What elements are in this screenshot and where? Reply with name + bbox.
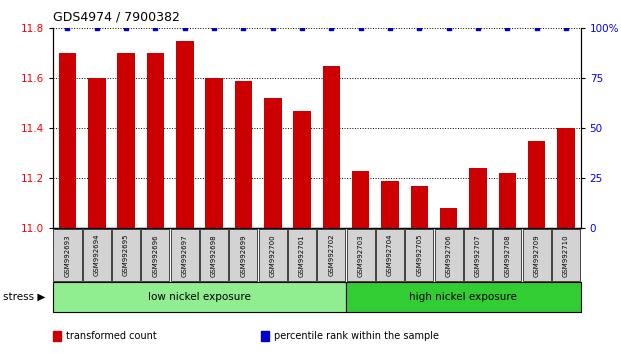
Point bbox=[268, 25, 278, 31]
Point bbox=[180, 25, 190, 31]
Point bbox=[92, 25, 102, 31]
Text: percentile rank within the sample: percentile rank within the sample bbox=[274, 331, 439, 341]
Bar bbox=[83, 229, 111, 281]
Text: GSM992697: GSM992697 bbox=[182, 234, 188, 276]
Point bbox=[385, 25, 395, 31]
Text: transformed count: transformed count bbox=[66, 331, 156, 341]
Bar bbox=[142, 229, 170, 281]
Bar bbox=[58, 53, 76, 228]
Text: GSM992698: GSM992698 bbox=[211, 234, 217, 276]
Point bbox=[327, 25, 337, 31]
Bar bbox=[53, 282, 346, 312]
Text: GSM992699: GSM992699 bbox=[240, 234, 247, 276]
Point bbox=[150, 25, 160, 31]
Point bbox=[238, 25, 248, 31]
Bar bbox=[346, 282, 581, 312]
Bar bbox=[200, 229, 228, 281]
Bar bbox=[288, 229, 316, 281]
Text: GSM992700: GSM992700 bbox=[270, 234, 276, 276]
Text: GSM992705: GSM992705 bbox=[416, 234, 422, 276]
Bar bbox=[206, 78, 223, 228]
Bar bbox=[264, 98, 281, 228]
Point bbox=[121, 25, 131, 31]
Bar bbox=[347, 229, 375, 281]
Text: GSM992693: GSM992693 bbox=[65, 234, 70, 276]
Text: GSM992709: GSM992709 bbox=[533, 234, 540, 276]
Bar bbox=[557, 128, 575, 228]
Point bbox=[473, 25, 483, 31]
Bar bbox=[552, 229, 580, 281]
Bar bbox=[88, 78, 106, 228]
Bar bbox=[493, 229, 522, 281]
Bar bbox=[523, 229, 551, 281]
Bar bbox=[376, 229, 404, 281]
Text: GSM992704: GSM992704 bbox=[387, 234, 393, 276]
Point bbox=[209, 25, 219, 31]
Bar bbox=[435, 229, 463, 281]
Point bbox=[502, 25, 512, 31]
Text: stress ▶: stress ▶ bbox=[3, 292, 45, 302]
Bar bbox=[229, 229, 258, 281]
Text: GDS4974 / 7900382: GDS4974 / 7900382 bbox=[53, 11, 179, 24]
Bar bbox=[381, 181, 399, 228]
Bar bbox=[317, 229, 345, 281]
Bar bbox=[469, 168, 487, 228]
Point bbox=[356, 25, 366, 31]
Bar bbox=[147, 53, 164, 228]
Bar bbox=[499, 173, 516, 228]
Point bbox=[414, 25, 424, 31]
Bar bbox=[410, 186, 428, 228]
Text: GSM992696: GSM992696 bbox=[152, 234, 158, 276]
Bar bbox=[53, 229, 81, 281]
Bar bbox=[176, 41, 194, 228]
Bar bbox=[406, 229, 433, 281]
Bar bbox=[117, 53, 135, 228]
Bar bbox=[293, 111, 311, 228]
Text: GSM992703: GSM992703 bbox=[358, 234, 364, 276]
Bar bbox=[235, 81, 252, 228]
Bar bbox=[171, 229, 199, 281]
Text: GSM992702: GSM992702 bbox=[329, 234, 334, 276]
Bar bbox=[112, 229, 140, 281]
Bar bbox=[258, 229, 287, 281]
Text: GSM992694: GSM992694 bbox=[94, 234, 100, 276]
Text: GSM992710: GSM992710 bbox=[563, 234, 569, 276]
Bar bbox=[352, 171, 369, 228]
Text: low nickel exposure: low nickel exposure bbox=[148, 292, 251, 302]
Point bbox=[561, 25, 571, 31]
Point bbox=[532, 25, 542, 31]
Bar bbox=[528, 141, 545, 228]
Text: GSM992695: GSM992695 bbox=[123, 234, 129, 276]
Text: GSM992701: GSM992701 bbox=[299, 234, 305, 276]
Point bbox=[443, 25, 453, 31]
Point bbox=[297, 25, 307, 31]
Text: GSM992706: GSM992706 bbox=[446, 234, 451, 276]
Point bbox=[63, 25, 73, 31]
Bar bbox=[440, 208, 458, 228]
Text: high nickel exposure: high nickel exposure bbox=[409, 292, 517, 302]
Text: GSM992708: GSM992708 bbox=[504, 234, 510, 276]
Bar bbox=[464, 229, 492, 281]
Bar bbox=[322, 66, 340, 228]
Text: GSM992707: GSM992707 bbox=[475, 234, 481, 276]
